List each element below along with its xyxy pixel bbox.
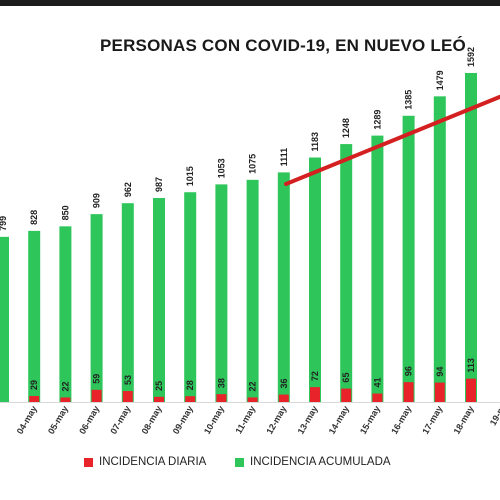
- bar-cumulative: [277, 172, 290, 402]
- bar-daily: [216, 394, 227, 402]
- data-label-daily: 59: [92, 374, 102, 384]
- x-tick-label: 10-may: [202, 404, 226, 436]
- data-label-daily: 28: [185, 380, 195, 390]
- bar-daily: [310, 387, 320, 402]
- x-tick-label: 15-may: [358, 404, 382, 436]
- data-label-cumulative: 987: [154, 177, 164, 192]
- data-label-daily: 94: [435, 367, 445, 377]
- bar-daily: [60, 397, 71, 402]
- data-label-daily: 36: [279, 379, 289, 389]
- x-tick-label: 19-m: [488, 404, 500, 427]
- x-tick-label: 14-may: [327, 404, 351, 436]
- data-label-cumulative: 799: [0, 216, 8, 231]
- bar-daily: [154, 396, 164, 402]
- legend-swatch-cumulative: [235, 457, 244, 467]
- top-border-strip: [0, 0, 500, 6]
- bar-cumulative: [371, 135, 384, 402]
- bar-daily: [341, 388, 352, 402]
- legend-item-daily: INCIDENCIA DIARIA: [84, 456, 206, 468]
- bar-cumulative: [340, 144, 353, 402]
- data-label-cumulative: 962: [123, 182, 133, 197]
- bar-cumulative: [0, 236, 9, 402]
- bar-cumulative: [433, 96, 446, 402]
- data-label-cumulative: 1592: [466, 47, 476, 67]
- x-tick-label: 06-may: [77, 404, 101, 436]
- x-tick-label: 17-may: [420, 404, 444, 436]
- legend-label-daily: INCIDENCIA DIARIA: [99, 456, 207, 468]
- x-tick-label: 16-may: [389, 404, 413, 436]
- bar-cumulative: [402, 115, 415, 403]
- data-label-daily: 72: [310, 371, 320, 381]
- chart-legend: INCIDENCIA DIARIA INCIDENCIA ACUMULADA: [0, 456, 500, 476]
- data-label-daily: 53: [123, 375, 133, 385]
- bar-cumulative: [28, 230, 41, 402]
- bar-daily: [278, 394, 289, 402]
- bar-daily: [122, 391, 133, 402]
- bar-daily: [434, 382, 445, 402]
- bar-cumulative: [465, 72, 477, 402]
- bar-cumulative: [184, 192, 197, 402]
- data-label-cumulative: 1183: [310, 132, 320, 152]
- bar-daily: [372, 393, 383, 402]
- chart-title: PERSONAS CON COVID-19, EN NUEVO LEÓ: [100, 36, 466, 55]
- data-label-cumulative: 1385: [404, 90, 414, 110]
- x-tick-label: 11-may: [233, 404, 257, 435]
- x-tick-label: 12-may: [264, 404, 288, 436]
- data-label-daily: 113: [466, 358, 476, 373]
- bar-daily: [185, 396, 196, 402]
- x-tick-label: 09-may: [171, 404, 195, 436]
- bar-daily: [247, 397, 258, 402]
- data-label-cumulative: 909: [92, 193, 102, 208]
- bar-cumulative: [121, 203, 134, 402]
- data-label-daily: 96: [404, 366, 414, 376]
- legend-item-cumulative: INCIDENCIA ACUMULADA: [235, 456, 391, 468]
- data-label-daily: 41: [372, 378, 382, 388]
- data-label-cumulative: 828: [29, 210, 39, 225]
- bar-cumulative: [90, 214, 103, 402]
- x-tick-label: 08-may: [140, 404, 164, 436]
- data-label-daily: 22: [248, 381, 258, 391]
- data-label-cumulative: 1075: [248, 154, 258, 174]
- bar-daily: [29, 396, 40, 402]
- legend-label-cumulative: INCIDENCIA ACUMULADA: [250, 456, 391, 468]
- data-label-cumulative: 1289: [372, 110, 382, 130]
- bar-daily: [403, 382, 414, 402]
- data-label-daily: 25: [154, 381, 164, 391]
- data-label-cumulative: 1053: [216, 158, 226, 178]
- data-label-cumulative: 1479: [435, 70, 445, 90]
- bar-daily: [466, 378, 476, 402]
- data-label-cumulative: 1248: [341, 118, 351, 138]
- data-label-cumulative: 850: [60, 205, 70, 220]
- data-label-daily: 65: [341, 373, 351, 383]
- data-label-daily: 38: [216, 378, 226, 388]
- data-label-cumulative: 1015: [185, 166, 195, 186]
- bar-cumulative: [59, 226, 72, 402]
- bar-cumulative: [153, 198, 165, 402]
- x-tick-label: 18-may: [452, 404, 476, 436]
- legend-swatch-daily: [84, 457, 93, 467]
- trend-line: [284, 94, 500, 186]
- x-tick-label: 07-may: [108, 404, 132, 436]
- x-tick-label: 04-may: [15, 404, 39, 436]
- bar-cumulative: [246, 179, 259, 402]
- data-label-cumulative: 1111: [279, 148, 289, 167]
- bar-cumulative: [309, 157, 321, 402]
- bar-daily: [91, 389, 102, 402]
- data-label-daily: 22: [60, 381, 70, 391]
- bar-cumulative: [215, 184, 228, 402]
- x-tick-label: 13-may: [296, 404, 320, 436]
- data-label-daily: 29: [29, 380, 39, 390]
- x-tick-label: 05-may: [46, 404, 70, 436]
